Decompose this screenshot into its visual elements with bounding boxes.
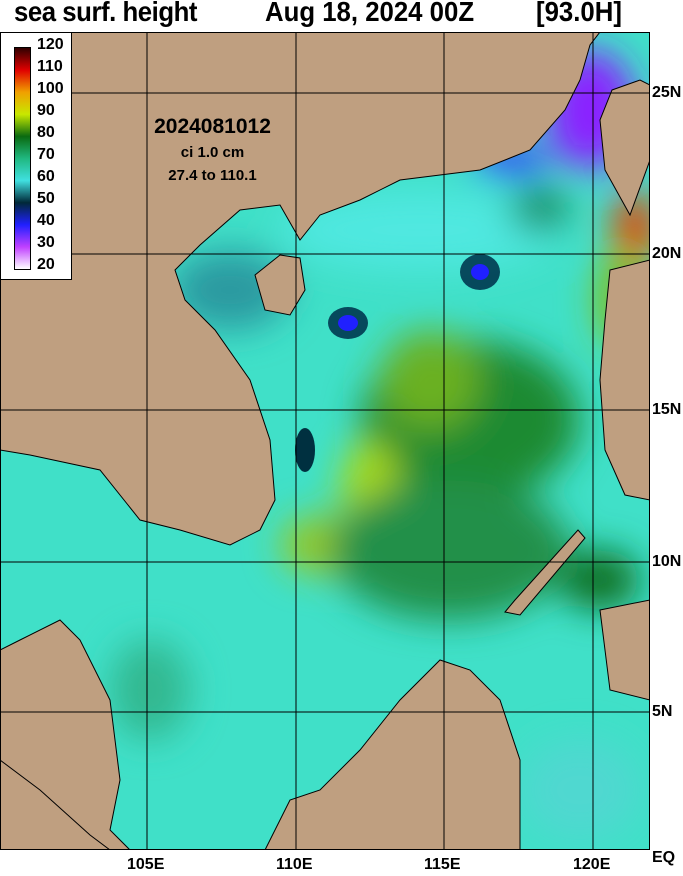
legend-tick: 80 (37, 124, 55, 141)
lon-label: 110E (276, 856, 313, 873)
hainan-island (254, 254, 306, 316)
map-title-variable: sea surf. height (14, 0, 198, 27)
lat-label: EQ (652, 849, 676, 866)
lat-label: 20N (652, 245, 682, 262)
lat-label: 15N (652, 401, 682, 418)
lon-label: 105E (127, 856, 165, 873)
lat-label: 25N (652, 84, 682, 101)
value-range-label: 27.4 to 110.1 (168, 167, 257, 184)
legend-tick: 20 (37, 256, 55, 273)
taiwan-island (599, 79, 650, 217)
grid-lines (0, 32, 650, 850)
palawan-island (504, 529, 586, 616)
legend-tick: 90 (37, 102, 55, 119)
legend-tick: 50 (37, 190, 55, 207)
legend-tick: 40 (37, 212, 55, 229)
colorbar (14, 47, 31, 270)
philippines-south (599, 599, 650, 701)
contour-interval-label: ci 1.0 cm (180, 144, 245, 161)
legend-tick: 60 (37, 168, 55, 185)
map-title-forecast-hour: [93.0H] (536, 0, 622, 27)
lat-label: 10N (652, 553, 682, 570)
sea-surface-height-map (0, 32, 650, 850)
legend-tick: 70 (37, 146, 55, 163)
lat-label: 5N (652, 703, 673, 720)
lon-label: 115E (424, 856, 461, 873)
luzon-island (599, 259, 650, 501)
legend-tick: 110 (37, 58, 63, 75)
legend-tick: 120 (37, 36, 64, 53)
legend-tick: 30 (37, 234, 55, 251)
sumatra-land (0, 759, 111, 850)
map-title-time: Aug 18, 2024 00Z (265, 0, 475, 27)
legend-tick: 100 (37, 80, 64, 97)
coastline (0, 32, 601, 850)
lon-label: 120E (573, 856, 611, 873)
color-legend: 120 110 100 90 80 70 60 50 40 30 20 (0, 32, 72, 280)
run-label: 2024081012 (154, 115, 271, 138)
